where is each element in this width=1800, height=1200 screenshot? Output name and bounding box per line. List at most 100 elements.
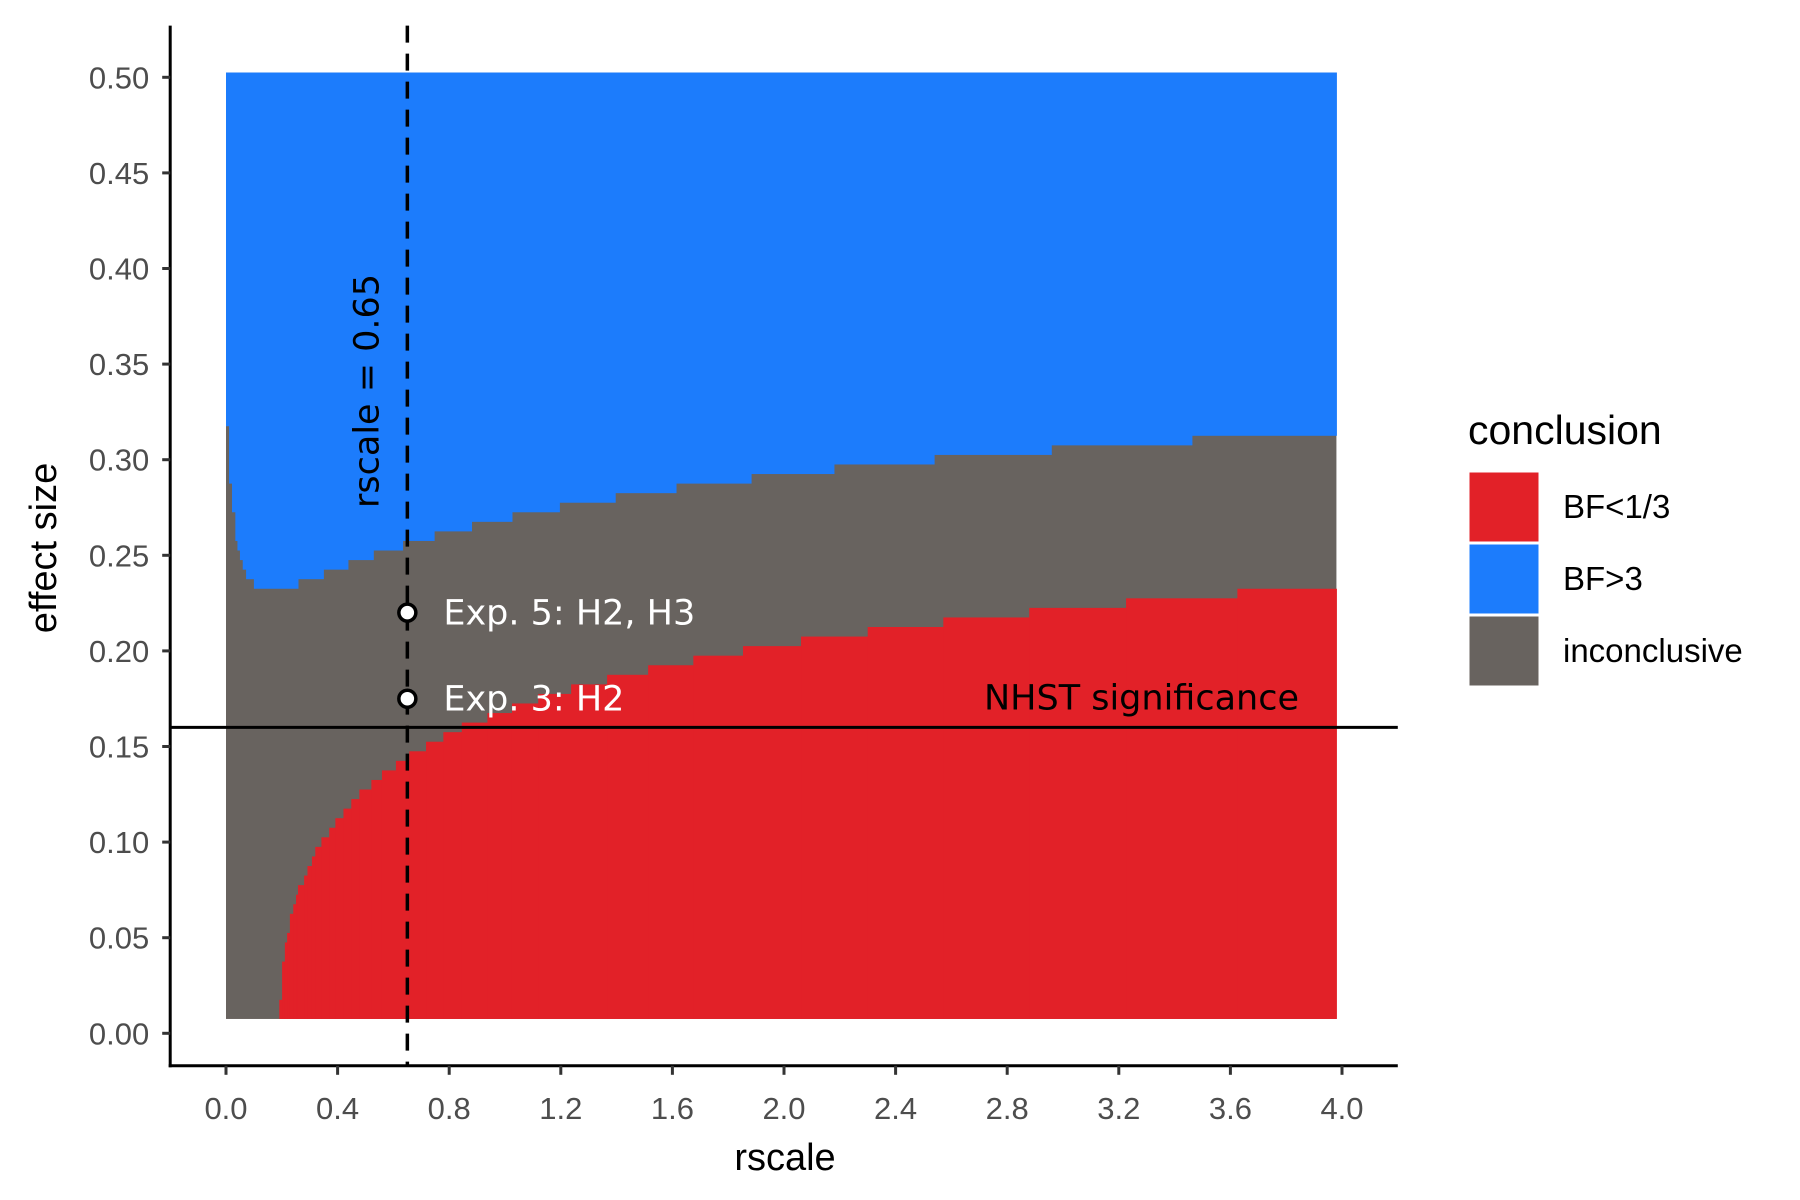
region-bf-gt-3-step xyxy=(231,72,236,513)
region-bf-lt-1-3-step xyxy=(867,627,944,1019)
x-tick-label: 3.2 xyxy=(1097,1091,1140,1126)
region-bf-gt-3-step xyxy=(559,72,616,503)
region-bf-gt-3-step xyxy=(511,72,560,513)
region-bf-gt-3-step xyxy=(676,72,752,484)
region-bf-lt-1-3-step xyxy=(693,655,744,1019)
region-bf-lt-1-3-step xyxy=(538,693,572,1019)
region-bf-gt-3-step xyxy=(373,72,404,551)
y-tick-label: 0.45 xyxy=(89,156,149,191)
region-bf-gt-3-step xyxy=(323,72,349,570)
region-bf-gt-3-step xyxy=(246,72,255,580)
region-bf-lt-1-3-step xyxy=(943,617,1030,1019)
y-tick-label: 0.05 xyxy=(89,921,149,956)
region-bf-lt-1-3-step xyxy=(461,722,488,1019)
region-bf-lt-1-3-step xyxy=(287,932,291,1019)
region-bf-lt-1-3-step xyxy=(371,779,383,1019)
legend-key-2 xyxy=(1468,615,1540,687)
x-tick-label: 3.6 xyxy=(1209,1091,1252,1126)
experiment-point-label: Exp. 3: H2 xyxy=(443,680,624,720)
y-tick-label: 0.50 xyxy=(89,60,149,95)
region-bf-gt-3-step xyxy=(253,72,299,589)
region-bf-lt-1-3-step xyxy=(293,904,297,1019)
region-bf-lt-1-3-step xyxy=(311,856,316,1019)
region-bf-gt-3-step xyxy=(239,72,244,561)
region-bf-lt-1-3-step xyxy=(1237,588,1337,1019)
region-bf-lt-1-3-step xyxy=(297,885,305,1019)
x-tick-label: 2.0 xyxy=(762,1091,805,1126)
region-bf-lt-1-3-step xyxy=(307,866,313,1019)
region-bf-lt-1-3-step xyxy=(304,875,308,1019)
region-bf-lt-1-3-step xyxy=(321,837,330,1019)
region-bf-gt-3-step xyxy=(615,72,677,494)
experiment-point-label: Exp. 5: H2, H3 xyxy=(443,594,695,634)
region-bf-lt-1-3-step xyxy=(409,751,427,1019)
tile-layer xyxy=(226,72,1337,1019)
region-bf-lt-1-3-step xyxy=(648,665,694,1019)
region-bf-gt-3-step xyxy=(237,72,241,551)
region-bf-gt-3-step xyxy=(347,72,374,561)
region-bf-gt-3-step xyxy=(242,72,247,570)
region-bf-lt-1-3-step xyxy=(381,770,397,1019)
x-axis-title: rscale xyxy=(734,1137,835,1179)
annotations: rscale = 0.65 NHST significance Exp. 5: H2… xyxy=(347,274,1299,720)
region-bf-lt-1-3-step xyxy=(282,961,286,1019)
region-bf-gt-3-step xyxy=(751,72,835,475)
y-tick-label: 0.30 xyxy=(89,443,149,478)
axes: 0.00 0.05 0.10 0.15 0.20 0.25 0.30 0.35 0.40 0.45… xyxy=(89,25,1398,1126)
legend-label: BF<1/3 xyxy=(1563,488,1670,525)
legend-key-0 xyxy=(1468,471,1540,543)
y-axis-title: effect size xyxy=(23,463,65,633)
x-tick-label: 2.8 xyxy=(986,1091,1029,1126)
region-bf-lt-1-3-step xyxy=(571,684,608,1019)
legend-title: conclusion xyxy=(1468,407,1662,453)
region-bf-lt-1-3-step xyxy=(296,894,299,1019)
region-bf-lt-1-3-step xyxy=(443,732,463,1019)
region-bf-gt-3-step xyxy=(1051,72,1193,446)
x-tick-label: 2.4 xyxy=(874,1091,917,1126)
region-bf-gt-3-step xyxy=(471,72,513,522)
x-tick-label: 0.4 xyxy=(316,1091,359,1126)
region-bf-gt-3-step xyxy=(833,72,935,465)
region-bf-lt-1-3-step xyxy=(742,646,802,1019)
region-bf-lt-1-3-step xyxy=(1126,598,1238,1019)
y-tick-label: 0.40 xyxy=(89,252,149,287)
region-bf-lt-1-3-step xyxy=(329,827,336,1019)
x-tick-label: 1.2 xyxy=(539,1091,582,1126)
reference-lines xyxy=(170,25,1398,1066)
region-bf-gt-3-step xyxy=(229,72,233,484)
y-tick-label: 0.10 xyxy=(89,825,149,860)
region-bf-lt-1-3-step xyxy=(335,818,344,1019)
region-bf-lt-1-3-step xyxy=(343,808,352,1019)
region-bf-lt-1-3-step xyxy=(279,999,283,1019)
nhst-significance-label: NHST significance xyxy=(984,678,1299,718)
region-bf-lt-1-3-step xyxy=(607,674,649,1019)
y-tick-label: 0.35 xyxy=(89,347,149,382)
region-bf-lt-1-3-step xyxy=(289,913,294,1019)
experiment-point xyxy=(397,688,418,709)
rscale-reference-label: rscale = 0.65 xyxy=(347,274,387,508)
region-bf-lt-1-3-step xyxy=(284,942,288,1019)
region-bf-gt-3-step xyxy=(226,72,230,427)
region-bf-gt-3-step xyxy=(297,72,324,580)
region-bf-lt-1-3-step xyxy=(426,741,444,1019)
y-tick-label: 0.25 xyxy=(89,538,149,573)
region-bf-gt-3-step xyxy=(934,72,1052,455)
legend-key-1 xyxy=(1468,543,1540,615)
region-bf-lt-1-3-step xyxy=(315,846,322,1019)
legend-label: inconclusive xyxy=(1563,632,1743,669)
region-bf-lt-1-3-step xyxy=(511,703,539,1019)
y-tick-label: 0.20 xyxy=(89,634,149,669)
y-tick-label: 0.15 xyxy=(89,730,149,765)
region-bf-gt-3-step xyxy=(1191,72,1337,436)
legend-label: BF>3 xyxy=(1563,560,1643,597)
region-bf-gt-3-step xyxy=(434,72,473,532)
y-tick-label: 0.00 xyxy=(89,1016,149,1051)
region-bf-gt-3-step xyxy=(235,72,238,541)
region-bf-lt-1-3-step xyxy=(487,713,513,1019)
x-tick-label: 0.8 xyxy=(428,1091,471,1126)
x-tick-label: 4.0 xyxy=(1320,1091,1363,1126)
x-tick-label: 1.6 xyxy=(651,1091,694,1126)
region-bf-lt-1-3-step xyxy=(1029,607,1127,1019)
region-bf-lt-1-3-step xyxy=(351,799,360,1019)
